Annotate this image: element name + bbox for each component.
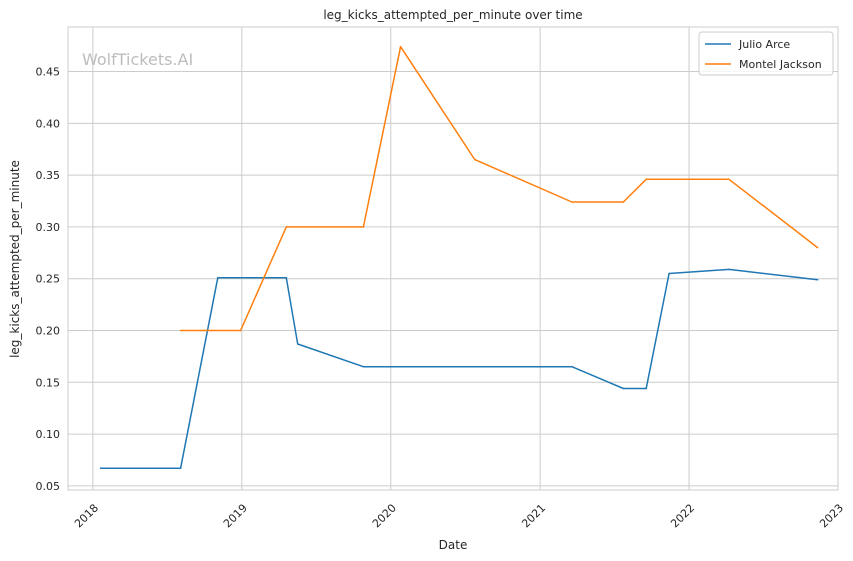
data-point-julio-arce xyxy=(622,387,625,390)
data-point-montel-jackson xyxy=(571,201,573,203)
x-tick-label: 2022 xyxy=(668,501,697,530)
data-point-julio-arce xyxy=(179,467,182,470)
data-point-montel-jackson xyxy=(179,329,182,332)
legend-box xyxy=(698,31,834,76)
data-point-julio-arce xyxy=(296,343,299,345)
y-tick-label: 0.40 xyxy=(36,117,61,130)
data-point-julio-arce xyxy=(668,272,670,275)
data-point-montel-jackson xyxy=(285,226,288,228)
y-tick-label: 0.05 xyxy=(36,480,61,493)
y-tick-label: 0.20 xyxy=(36,324,61,337)
data-point-montel-jackson xyxy=(728,178,730,181)
chart-title: leg_kicks_attempted_per_minute over time xyxy=(323,8,582,22)
series-line-julio-arce xyxy=(100,268,818,469)
data-point-montel-jackson xyxy=(645,178,647,181)
data-point-montel-jackson xyxy=(362,226,365,228)
data-point-montel-jackson xyxy=(622,201,625,203)
x-ticks: 2018 2019 2020 2021 2022 2023 xyxy=(72,501,846,530)
y-tick-label: 0.45 xyxy=(36,66,61,79)
data-point-montel-jackson xyxy=(239,329,242,332)
grid xyxy=(68,27,839,490)
data-point-julio-arce xyxy=(217,276,219,279)
y-tick-label: 0.25 xyxy=(36,273,61,286)
y-axis-label: leg_kicks_attempted_per_minute xyxy=(8,160,22,358)
legend: Julio Arce Montel Jackson xyxy=(698,31,834,76)
watermark: WolfTickets.AI xyxy=(82,50,193,69)
x-axis-label: Date xyxy=(439,538,468,552)
x-tick-label: 2019 xyxy=(221,501,250,530)
data-point-julio-arce xyxy=(571,365,573,368)
data-point-montel-jackson xyxy=(399,45,402,48)
x-tick-label: 2023 xyxy=(817,501,846,530)
legend-label-julio-arce: Julio Arce xyxy=(738,38,790,51)
y-tick-label: 0.30 xyxy=(36,221,61,234)
data-point-julio-arce xyxy=(728,268,730,271)
plot-area xyxy=(67,26,839,491)
data-point-julio-arce xyxy=(645,387,647,390)
data-point-julio-arce xyxy=(816,278,819,281)
y-tick-label: 0.10 xyxy=(36,428,61,441)
data-point-montel-jackson xyxy=(816,246,819,249)
series-lines xyxy=(99,45,819,470)
data-point-julio-arce xyxy=(285,276,288,279)
x-tick-label: 2021 xyxy=(519,501,548,530)
y-ticks: 0.05 0.10 0.15 0.20 0.25 0.30 0.35 0.40 0.45 xyxy=(36,66,61,493)
legend-label-montel-jackson: Montel Jackson xyxy=(739,58,822,71)
data-point-montel-jackson xyxy=(474,158,476,161)
y-tick-label: 0.35 xyxy=(36,169,61,182)
data-point-julio-arce xyxy=(362,365,365,368)
x-tick-label: 2018 xyxy=(72,501,101,530)
x-tick-label: 2020 xyxy=(370,501,399,530)
y-tick-label: 0.15 xyxy=(36,376,61,389)
data-point-julio-arce xyxy=(99,467,102,470)
